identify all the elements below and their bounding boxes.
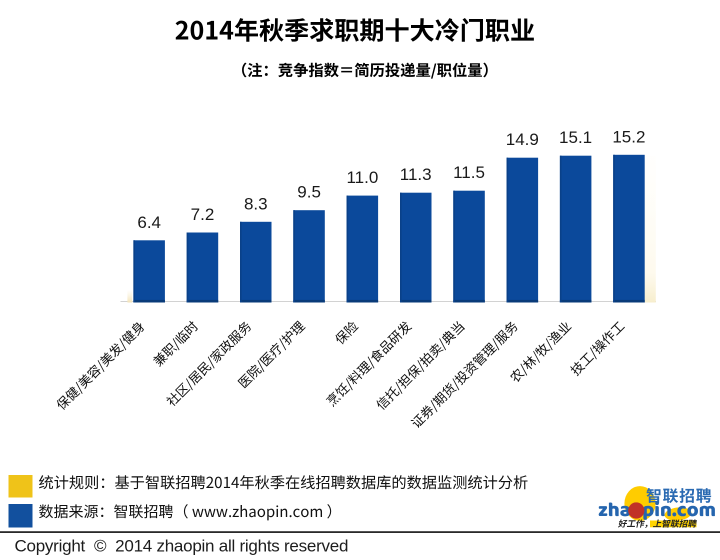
svg-text:14.9: 14.9 — [506, 130, 539, 149]
svg-text:9.5: 9.5 — [297, 183, 321, 202]
svg-text:15.1: 15.1 — [559, 128, 592, 147]
svg-text:6.4: 6.4 — [137, 213, 161, 232]
svg-text:11.5: 11.5 — [453, 163, 485, 182]
svg-text:7.2: 7.2 — [191, 205, 215, 224]
svg-text:11.0: 11.0 — [346, 168, 378, 187]
svg-text:Copyright © 2014 zhaopin all: Copyright © 2014 zhaopin all rights rese… — [15, 537, 349, 556]
svg-text:15.2: 15.2 — [612, 127, 645, 146]
svg-text:11.3: 11.3 — [400, 165, 432, 184]
svg-text:8.3: 8.3 — [244, 194, 268, 213]
